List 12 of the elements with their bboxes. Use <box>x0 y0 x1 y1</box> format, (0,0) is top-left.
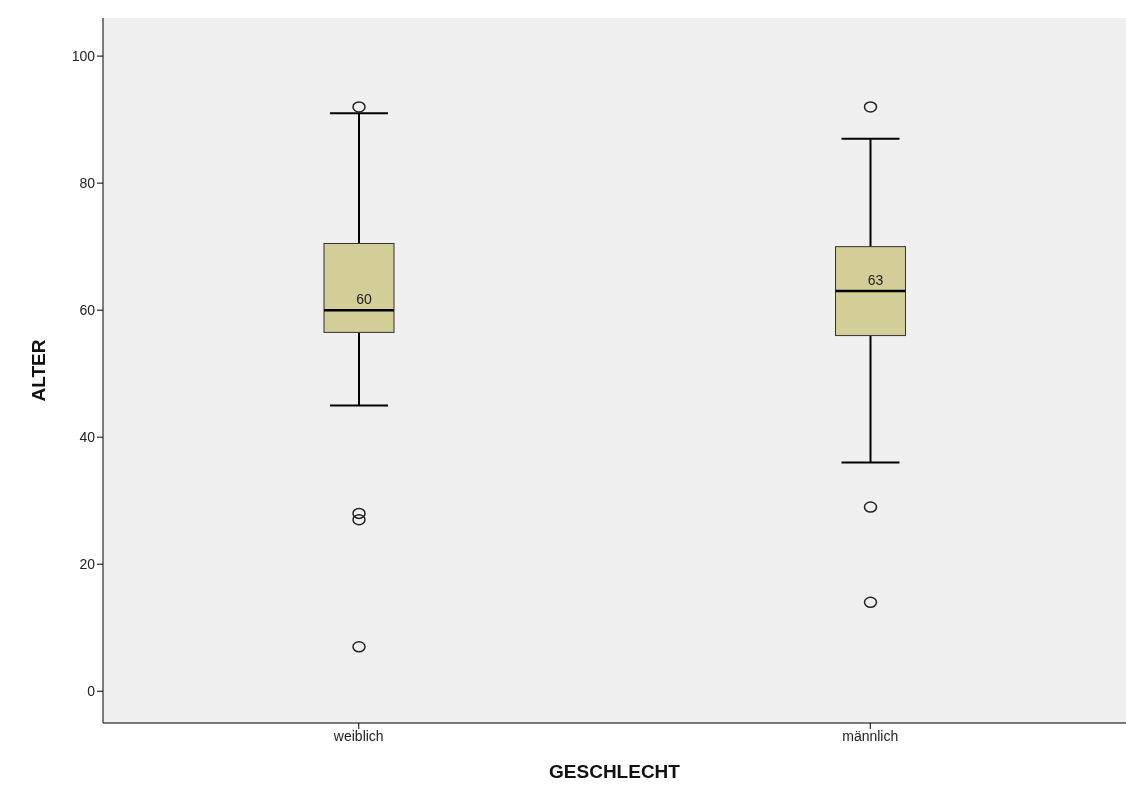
x-tick-label: männlich <box>842 727 899 744</box>
x-axis-title: GESCHLECHT <box>549 761 681 782</box>
x-tick-label: weiblich <box>332 727 384 744</box>
y-tick-label: 100 <box>71 48 96 65</box>
y-tick-label: 60 <box>79 302 96 319</box>
annotation: 60 <box>356 291 372 308</box>
y-tick-label: 20 <box>79 556 96 573</box>
annotation: 63 <box>867 272 884 289</box>
y-tick-label: 40 <box>79 429 96 446</box>
y-tick-label: 0 <box>87 683 96 700</box>
y-tick-label: 80 <box>79 175 96 192</box>
y-axis-title: ALTER <box>27 339 49 402</box>
